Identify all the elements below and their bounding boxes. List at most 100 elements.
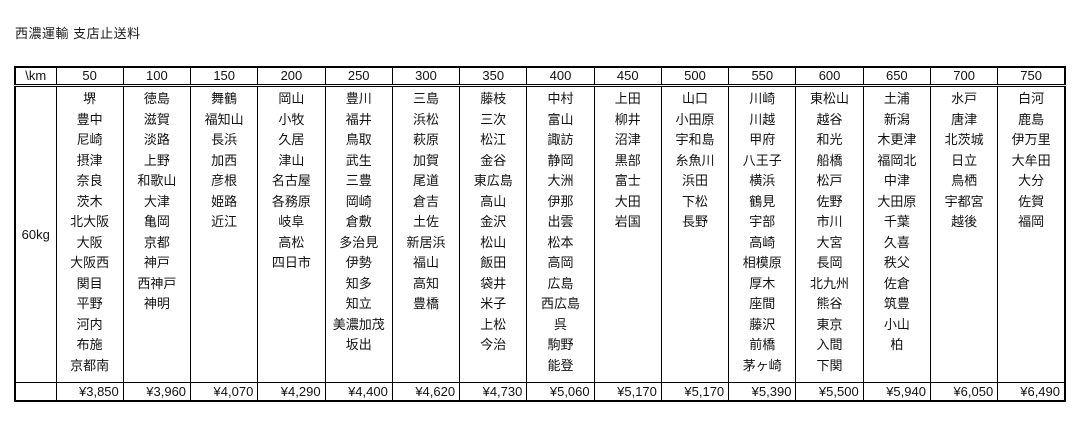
cities-cell-700: 水戸 唐津 北茨城 日立 鳥栖 宇都宮 越後 — [929, 85, 999, 383]
city-name: 和光 — [816, 132, 843, 147]
city-name: 下関 — [816, 357, 843, 373]
weight-label-cell: 60kg — [14, 85, 57, 383]
page-title: 西濃運輸 支店止送料 — [15, 26, 141, 41]
city-name: 広島 — [547, 275, 574, 291]
price-cell-600: ¥5,500 — [795, 382, 864, 402]
city-name: 大牟田 — [1011, 152, 1051, 168]
city-name: 松山 — [480, 234, 507, 250]
city-name: 岩国 — [614, 214, 641, 229]
km-header-cell-350: 350 — [459, 66, 528, 87]
city-name: 倉吉 — [412, 193, 439, 209]
city-name: 上田 — [614, 91, 641, 106]
city-name: 宇和島 — [675, 132, 715, 147]
city-name: 浜松 — [412, 111, 439, 127]
city-name: 北茨城 — [944, 132, 984, 147]
city-name: 呉 — [553, 316, 567, 332]
city-name: 萩原 — [412, 132, 439, 147]
city-name: 伊万里 — [1011, 132, 1051, 147]
city-name: 近江 — [211, 214, 238, 229]
city-name: 福岡北 — [877, 152, 917, 168]
city-name: 堺 — [83, 91, 97, 106]
city-name: 千葉 — [883, 214, 910, 229]
price-row-empty-cell — [14, 382, 57, 402]
km-header-cell-550: 550 — [728, 66, 797, 87]
city-name: 高山 — [480, 193, 507, 209]
city-name: 加賀 — [412, 152, 439, 168]
city-name: 上松 — [480, 316, 507, 332]
price-cell-50: ¥3,850 — [55, 382, 124, 402]
price-cell-100: ¥3,960 — [122, 382, 192, 402]
city-name: 柏 — [890, 337, 904, 352]
cities-cell-200: 岡山 小牧 久居 津山 名古屋 各務原 岐阜 高松 四日市 — [257, 85, 326, 383]
price-cell-150: ¥4,070 — [190, 382, 259, 402]
city-name: 白河 — [1018, 91, 1045, 106]
city-name: 高松 — [278, 234, 305, 250]
price-cell-500: ¥5,170 — [660, 382, 730, 402]
city-name: 徳島 — [143, 91, 170, 106]
km-header-cell-750: 750 — [997, 66, 1066, 87]
city-name: 久居 — [278, 132, 305, 147]
price-cell-750: ¥6,490 — [997, 382, 1066, 402]
cities-cell-600: 東松山 越谷 和光 船橋 松戸 佐野 市川 大宮 長岡 北九州 熊谷 東京 入間 下関 — [795, 85, 864, 383]
city-name: 筑豊 — [883, 296, 910, 311]
city-name: 大阪 — [76, 234, 103, 250]
city-name: 高岡 — [547, 255, 574, 270]
city-name: 柳井 — [614, 111, 641, 127]
city-name: 藤枝 — [480, 91, 507, 106]
city-name: 船橋 — [816, 152, 843, 168]
city-name: 浜田 — [682, 173, 709, 188]
city-name: 前橋 — [749, 337, 776, 352]
city-name: 大津 — [143, 193, 170, 209]
price-cell-700: ¥6,050 — [929, 382, 999, 402]
city-name: 市川 — [816, 214, 843, 229]
city-name: 富山 — [547, 111, 574, 127]
city-name: 大田原 — [877, 193, 917, 209]
city-name: 相模原 — [742, 255, 782, 270]
city-name: 佐賀 — [1018, 193, 1045, 209]
city-name: 松戸 — [816, 173, 843, 188]
cities-cell-100: 徳島 滋賀 淡路 上野 和歌山 大津 亀岡 京都 神戸 西神戸 神明 — [122, 85, 192, 383]
km-header-cell-50: 50 — [55, 66, 124, 87]
city-name: 津山 — [278, 152, 305, 168]
city-name: 摂津 — [76, 152, 103, 168]
city-name: 四日市 — [271, 255, 311, 270]
city-name: 黒部 — [614, 152, 641, 168]
city-name: 長浜 — [211, 132, 238, 147]
km-header-corner-cell: \km — [14, 66, 57, 87]
city-name: 倉敷 — [345, 214, 372, 229]
city-name: 三島 — [412, 91, 439, 106]
city-name: 土佐 — [412, 214, 439, 229]
city-name: 滋賀 — [143, 111, 170, 127]
city-name: 横浜 — [749, 173, 776, 188]
city-name: 平野 — [76, 296, 103, 311]
city-name: 能登 — [547, 357, 574, 373]
price-cell-400: ¥5,060 — [526, 382, 595, 402]
city-name: 川崎 — [749, 91, 776, 106]
km-header-cell-450: 450 — [593, 66, 662, 87]
city-name: 座間 — [749, 296, 776, 311]
city-name: 水戸 — [951, 91, 978, 106]
city-name: 岡崎 — [345, 193, 372, 209]
city-name: 佐野 — [816, 193, 843, 209]
city-name: 福知山 — [204, 111, 244, 127]
city-name: 飯田 — [480, 255, 507, 270]
city-name: 加西 — [211, 152, 238, 168]
city-name: 豊中 — [76, 111, 103, 127]
city-name: 東松山 — [810, 91, 850, 106]
city-name: 下松 — [682, 193, 709, 209]
city-name: 福井 — [345, 111, 372, 127]
city-name: 和歌山 — [137, 173, 177, 188]
city-name: 金谷 — [480, 152, 507, 168]
city-name: 茨木 — [76, 193, 103, 209]
city-name: 伊勢 — [345, 255, 372, 270]
city-name: 尾道 — [412, 173, 439, 188]
city-name: 大宮 — [816, 234, 843, 250]
city-name: 知多 — [345, 275, 372, 291]
city-name: 小山 — [883, 316, 910, 332]
city-name: 茅ヶ崎 — [742, 357, 782, 373]
city-name: 美濃加茂 — [332, 316, 385, 332]
city-name: 八王子 — [742, 152, 782, 168]
city-name: 知立 — [345, 296, 372, 311]
city-name: 日立 — [951, 152, 978, 168]
city-name: 岡山 — [278, 91, 305, 106]
